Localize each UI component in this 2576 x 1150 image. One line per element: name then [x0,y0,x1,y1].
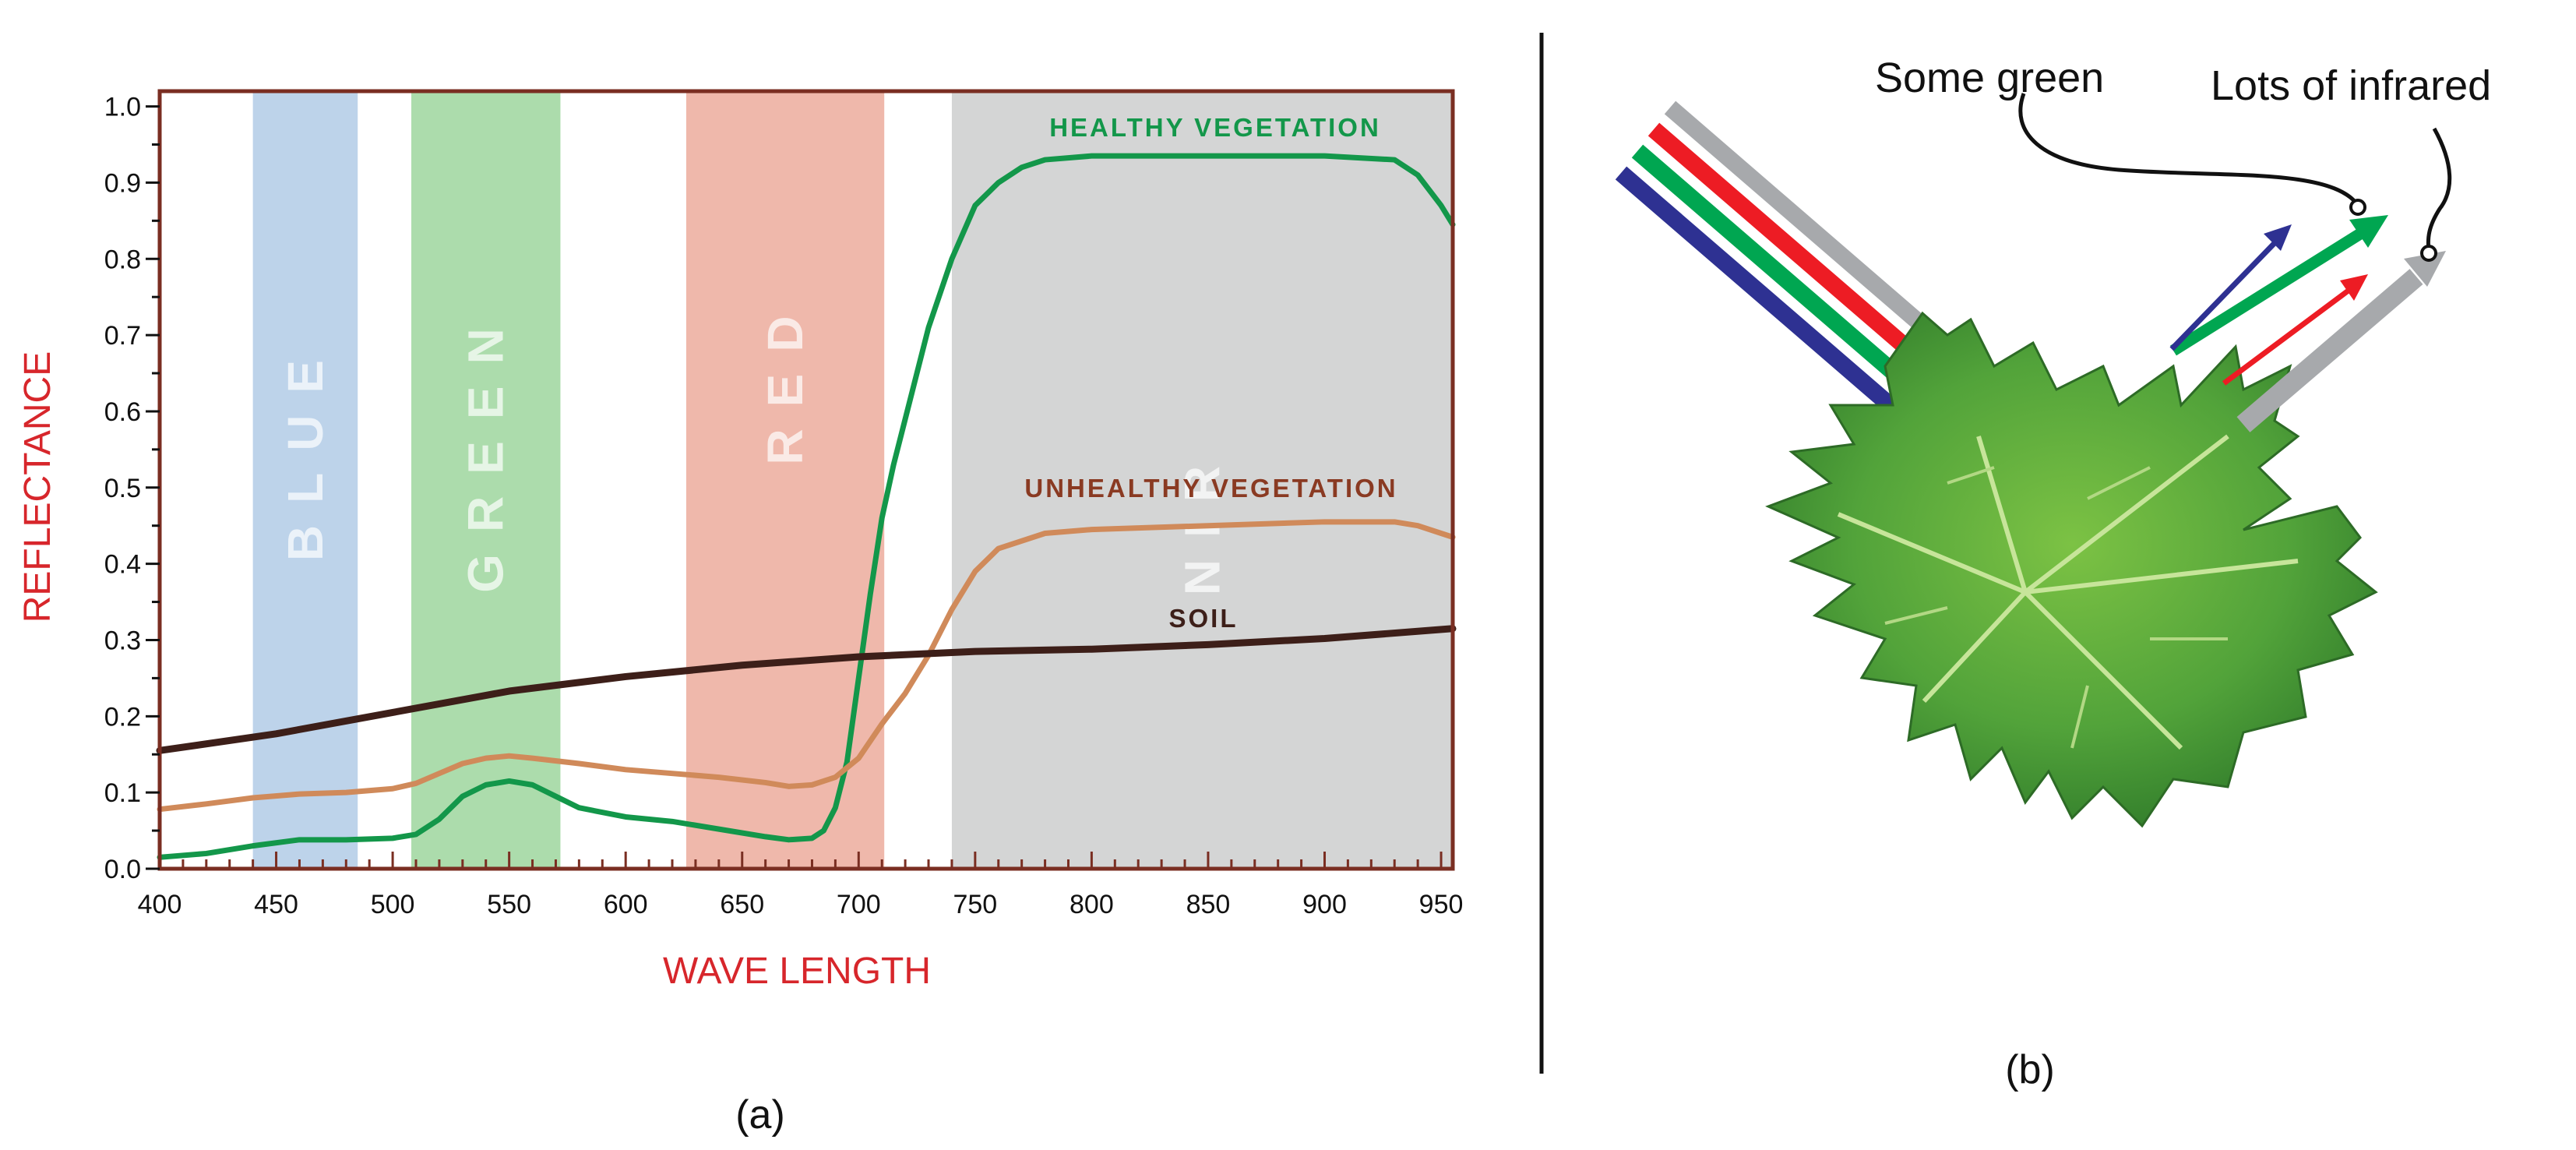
callout-leader-infrared [2426,127,2452,252]
y-tick-label: 0.8 [104,245,141,274]
reflected-light [2169,215,2446,432]
x-tick-label: 450 [254,890,298,919]
y-tick-label: 0.2 [104,702,141,732]
band-blue [252,91,358,869]
series-line-healthy-vegetation [157,153,1456,860]
band-label-blue: BLUE [277,338,333,561]
band-nir [951,91,1453,869]
caption-a: (a) [735,1092,785,1138]
reflected-infrared-beam [2236,269,2423,432]
callout-dot-infrared [2420,245,2437,262]
axis-ticks: 400 450 500 550 600 650 700 750 800 850 900 950 0.0 0… [104,93,1464,919]
x-tick-label: 950 [1419,890,1464,919]
plot-frame [157,89,1455,871]
y-tick-label: 0.6 [104,397,141,427]
reflected-red-arrowhead [2340,274,2368,301]
x-tick-label: 850 [1186,890,1231,919]
reflectance-chart: BLUE GREEN RED NIR HEALTHY VEGETATION UNHEAL… [17,89,1464,1138]
callout-leader-green [2018,93,2359,206]
series-label-healthy-vegetation: HEALTHY VEGETATION [1049,113,1381,142]
reflected-red-arrow [2222,288,2352,386]
reflected-infrared-arrowhead [2404,251,2446,287]
reflected-green-arrow [2170,228,2363,356]
x-tick-label: 550 [487,890,531,919]
y-tick-label: 0.1 [104,778,141,808]
callout-some-green: Some green [1875,55,2104,101]
callout-lots-of-infrared: Lots of infrared [2211,62,2491,109]
y-axis-title: REFLECTANCE [17,351,58,623]
caption-b: (b) [2005,1047,2055,1092]
series-line-unhealthy-vegetation [157,519,1456,813]
band-label-green: GREEN [458,306,514,593]
reflected-blue-arrow [2169,241,2277,351]
x-tick-label: 900 [1302,890,1347,919]
x-tick-label: 600 [604,890,648,919]
series-line-soil [156,625,1457,754]
reflected-green-arrowhead [2349,215,2388,248]
x-tick-label: 500 [371,890,415,919]
series-label-soil: SOIL [1168,604,1238,633]
series-label-unhealthy-vegetation: UNHEALTHY VEGETATION [1024,474,1397,503]
callout-dot-green [2349,199,2366,216]
y-tick-label: 0.5 [104,474,141,503]
spectral-bands: BLUE GREEN RED NIR [252,91,1453,869]
series-lines: HEALTHY VEGETATION UNHEALTHY VEGETATION SO… [156,113,1457,860]
x-tick-label: 650 [720,890,764,919]
band-red [685,91,885,869]
band-label-nir: NIR [1174,444,1230,595]
x-tick-label: 800 [1070,890,1114,919]
leaf-reflection-diagram: Some green Lots of infrared (b) [1615,55,2491,1092]
y-tick-label: 0.9 [104,168,141,198]
y-tick-label: 0.3 [104,626,141,655]
x-tick-label: 400 [138,890,182,919]
x-tick-label: 700 [837,890,881,919]
band-label-red: RED [757,294,813,464]
x-axis-title: WAVE LENGTH [663,951,931,992]
leaf-image [1765,311,2378,828]
reflected-blue-arrowhead [2264,224,2292,251]
y-tick-label: 0.4 [104,550,141,580]
y-tick-label: 1.0 [104,93,141,122]
x-tick-label: 750 [953,890,997,919]
y-tick-label: 0.7 [104,321,141,351]
y-tick-label: 0.0 [104,855,141,884]
band-green [411,91,561,869]
